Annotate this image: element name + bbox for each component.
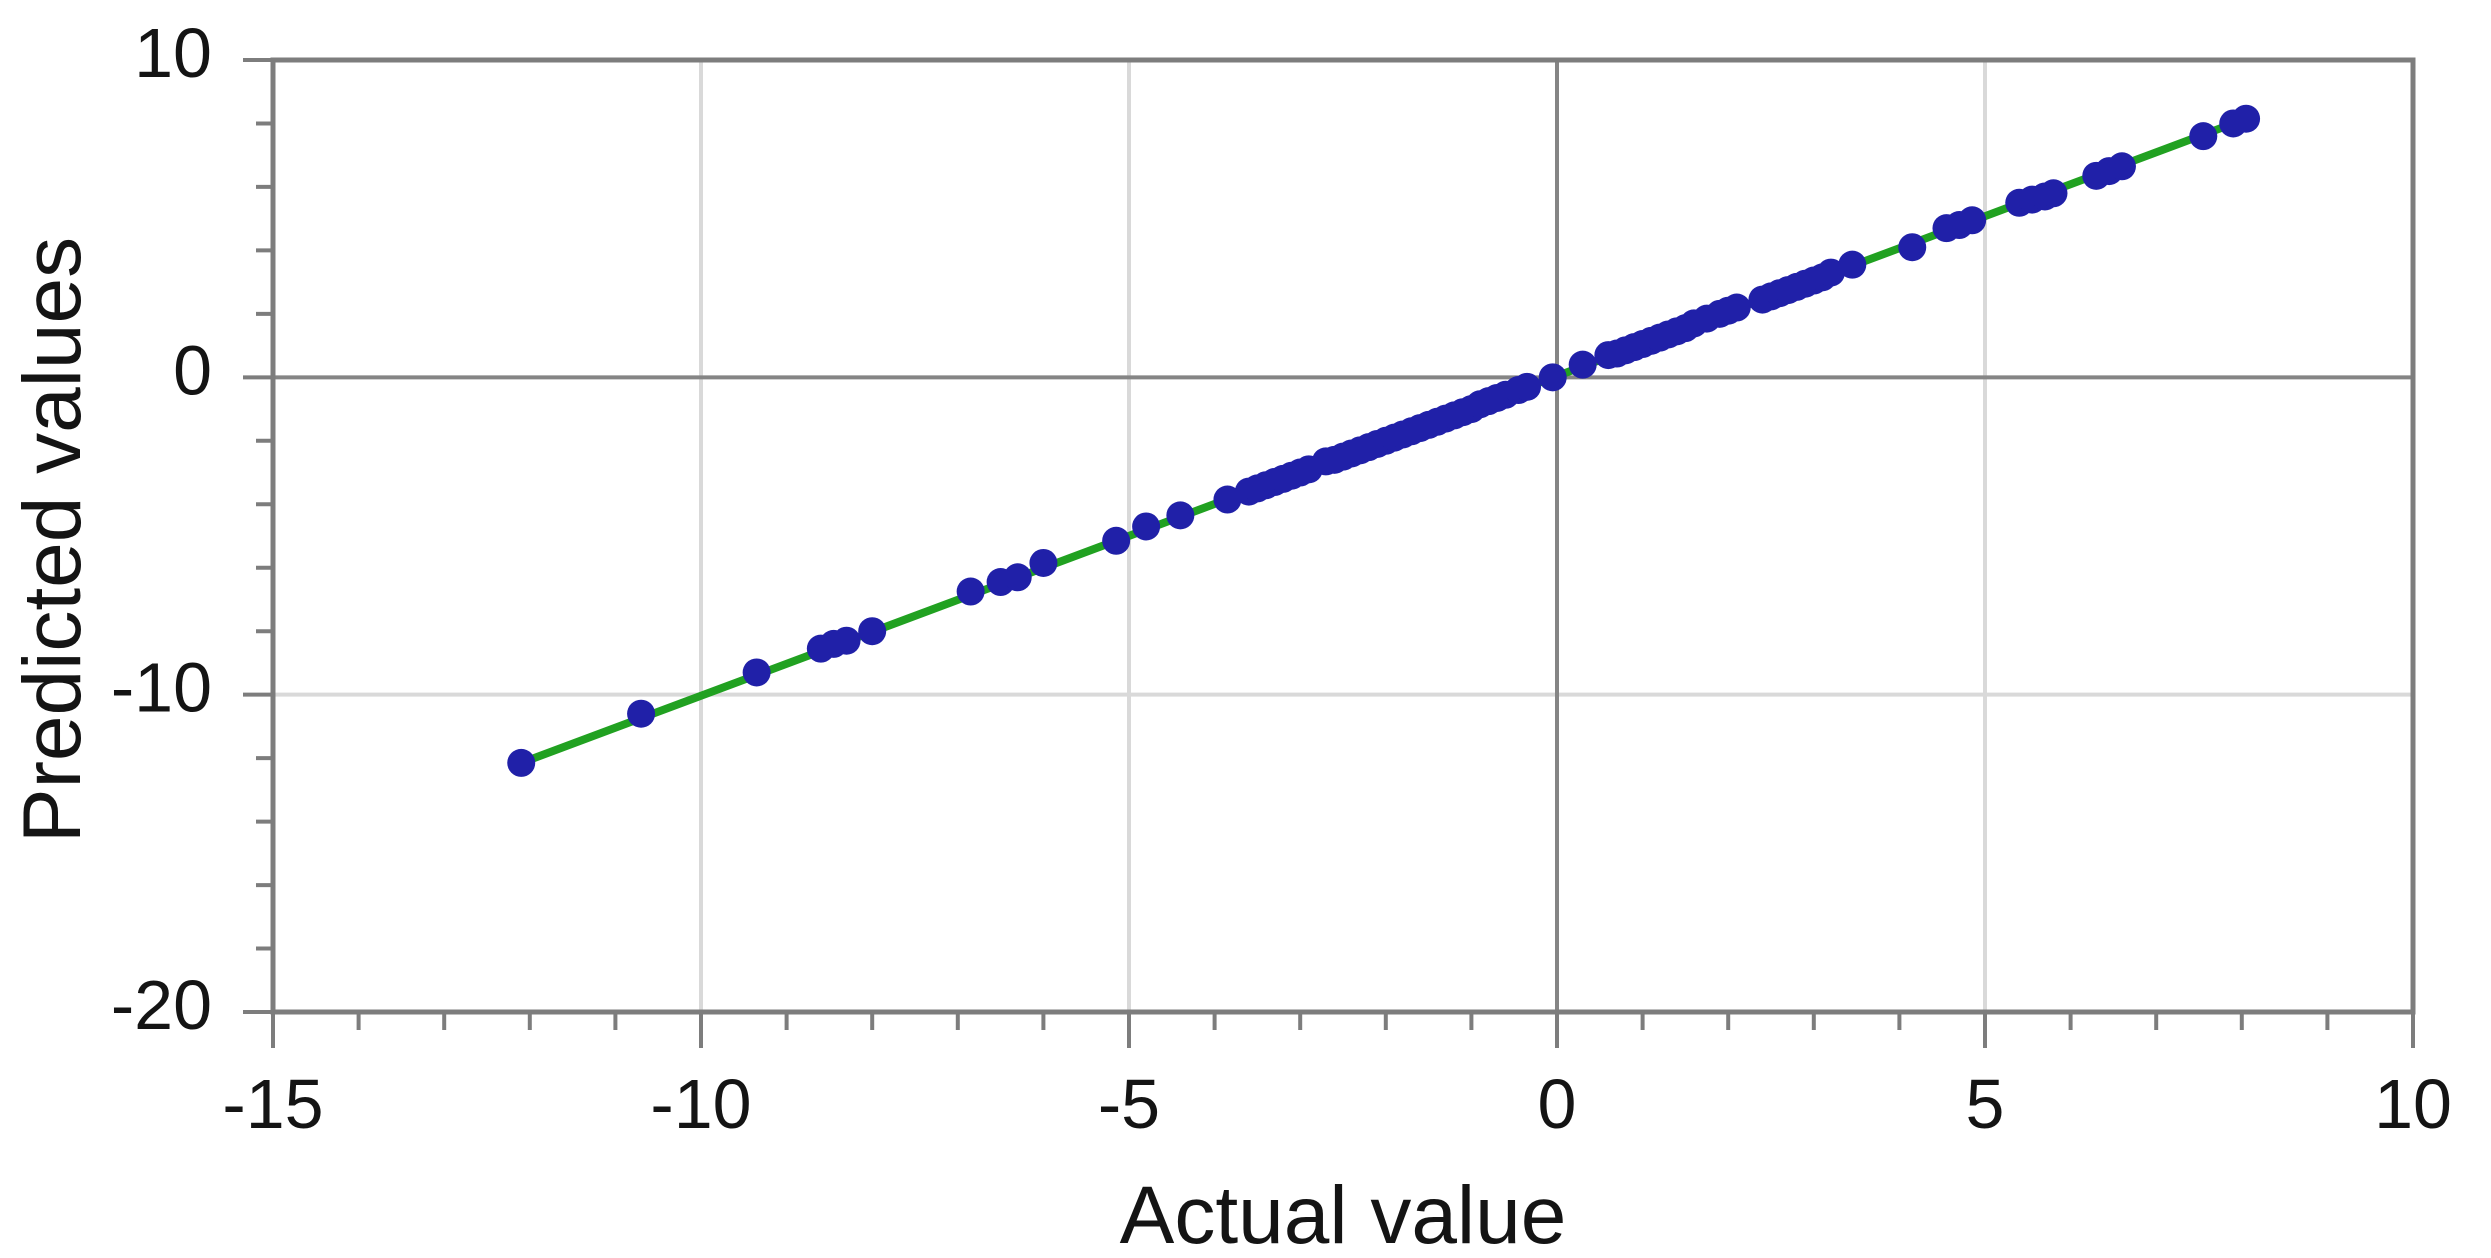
data-point [1213,485,1242,514]
data-point [1029,548,1058,577]
data-point [1102,526,1131,555]
data-point [742,658,771,687]
y-tick-label: -10 [111,649,212,727]
data-point [956,577,985,606]
data-point [1132,512,1161,541]
data-point [1898,233,1927,262]
x-tick-label: -10 [650,1065,751,1143]
x-tick-label: -15 [222,1065,323,1143]
data-point [1568,350,1597,379]
data-point [627,699,656,728]
data-point [1816,258,1845,287]
x-tick-label: -5 [1098,1065,1160,1143]
y-tick-label: 0 [173,331,212,409]
gridlines-light [273,60,2413,1012]
data-point [2039,179,2068,208]
x-tick-label: 5 [1966,1065,2005,1143]
data-point [1003,563,1032,592]
data-point [832,626,861,655]
data-point [2107,152,2136,181]
x-tick-label: 0 [1538,1065,1577,1143]
data-point [1958,206,1987,235]
plot-frame [270,57,2416,1015]
data-point [2232,104,2261,133]
y-axis-title: Predicted values [7,237,98,843]
data-point [1538,363,1567,392]
data-point [1722,293,1751,322]
data-points [507,104,2261,777]
data-point [507,748,536,777]
data-point [2189,122,2218,151]
x-axis-title: Actual value [1120,1170,1567,1258]
axis-ticks [243,58,2415,1048]
data-point [1166,501,1195,530]
x-tick-label: 10 [2374,1065,2452,1143]
gridlines-dark [273,60,2413,1012]
y-tick-label: -20 [111,966,212,1044]
data-point [1513,372,1542,401]
data-point [858,617,887,646]
data-point [1838,250,1867,279]
plot-border [270,57,2416,1015]
y-tick-labels: 10 0 -10 -20 [111,14,212,1044]
y-tick-label: 10 [134,14,212,92]
x-tick-labels: -15 -10 -5 0 5 10 [222,1065,2452,1143]
